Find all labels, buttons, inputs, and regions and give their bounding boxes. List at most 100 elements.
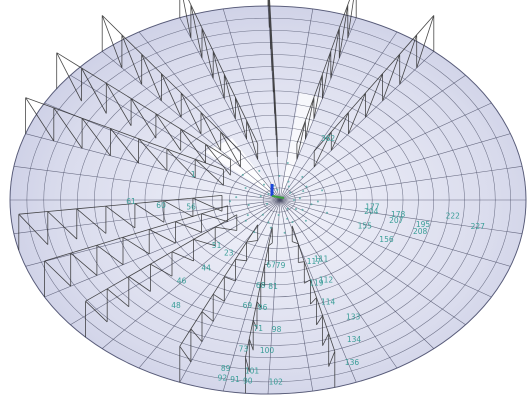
- node-label: 100: [260, 346, 275, 355]
- radial-member: [279, 17, 357, 201]
- node-marker: [267, 193, 270, 195]
- node-marker: [246, 214, 249, 217]
- node-label: 90: [243, 376, 253, 385]
- frame-member: [18, 195, 223, 251]
- node-marker: [276, 188, 279, 191]
- frame-member: [179, 224, 259, 383]
- radial-member: [101, 199, 281, 349]
- node-label: 23: [224, 249, 234, 258]
- frame-member: [44, 205, 229, 297]
- node-label: 204: [364, 207, 379, 216]
- node-marker: [263, 183, 265, 186]
- radial-member: [279, 199, 492, 298]
- node-label: 67: [266, 261, 276, 270]
- radial-member: [222, 199, 281, 392]
- node-label: 89: [221, 364, 231, 373]
- node-marker: [301, 208, 304, 211]
- node-marker: [278, 175, 281, 177]
- radial-member: [279, 199, 314, 392]
- frame-member: [179, 0, 259, 160]
- node-label: 91: [230, 375, 240, 384]
- radial-member: [279, 199, 398, 369]
- node-label: 68: [256, 281, 266, 290]
- node-label: 155: [358, 222, 373, 231]
- node-label: 96: [258, 303, 268, 312]
- node-label: 227: [471, 222, 486, 231]
- node-marker: [310, 203, 313, 206]
- node-label: 111: [314, 255, 329, 264]
- node-label: 156: [379, 235, 394, 244]
- node-marker: [301, 175, 304, 178]
- node-label: 177: [365, 202, 380, 211]
- node-label: 69: [243, 301, 253, 310]
- radial-member: [279, 31, 398, 201]
- node-label: 48: [171, 301, 181, 310]
- radial-member: [279, 102, 492, 201]
- radial-member: [138, 199, 281, 369]
- node-label: 362: [321, 134, 336, 143]
- frame-member: [101, 15, 241, 168]
- frame-member: [267, 0, 278, 157]
- radial-member: [279, 8, 314, 201]
- node-marker: [235, 196, 238, 199]
- coordinate-axis-triad: [270, 184, 285, 199]
- node-marker: [298, 197, 301, 200]
- radial-member: [279, 166, 523, 201]
- radial-member: [279, 51, 435, 201]
- radial-member: [279, 199, 435, 349]
- radial-member: [279, 199, 511, 267]
- node-marker: [321, 189, 324, 192]
- radial-member: [70, 75, 281, 201]
- node-label: 98: [272, 325, 282, 334]
- node-label: 51: [212, 241, 222, 250]
- radial-member: [13, 166, 281, 201]
- node-marker: [244, 187, 247, 189]
- frame-member: [85, 214, 238, 338]
- radial-member: [279, 199, 523, 234]
- node-marker: [266, 202, 268, 205]
- radial-member: [267, 199, 281, 395]
- node-label: 61: [126, 197, 136, 206]
- node-label: 73: [239, 344, 249, 353]
- node-marker: [277, 214, 280, 216]
- axis-y-icon: [271, 195, 285, 199]
- node-label: 56: [186, 202, 196, 211]
- node-label: 134: [347, 335, 362, 344]
- node-marker: [305, 185, 308, 188]
- node-label: 92: [218, 373, 228, 382]
- node-marker: [259, 195, 262, 198]
- radial-member: [179, 17, 281, 201]
- node-marker: [241, 173, 244, 176]
- radial-members: [10, 5, 526, 395]
- node-marker: [286, 162, 289, 164]
- frame-member: [56, 52, 231, 176]
- node-marker: [267, 221, 270, 224]
- node-label: 112: [319, 276, 334, 285]
- node-marker: [326, 211, 328, 214]
- radial-member: [279, 75, 466, 201]
- node-label: 71: [254, 324, 264, 333]
- node-marker: [291, 221, 294, 224]
- radial-member: [138, 31, 281, 201]
- radial-member: [101, 51, 281, 201]
- radial-member: [279, 199, 357, 383]
- radial-member: [279, 133, 511, 201]
- node-marker: [253, 231, 256, 234]
- node-label: 178: [391, 210, 406, 219]
- node-label: 114: [321, 298, 336, 307]
- radial-member: [13, 199, 281, 234]
- node-label: 222: [446, 211, 461, 220]
- frame-member: [245, 227, 273, 394]
- radial-member: [44, 199, 281, 298]
- node-label: 195: [416, 220, 431, 229]
- node-marker: [286, 217, 289, 220]
- frame-member: [296, 0, 357, 160]
- node-label: 207: [389, 216, 404, 225]
- node-label: 1: [191, 170, 196, 179]
- node-marker: [244, 219, 247, 222]
- node-marker: [258, 169, 261, 172]
- vertical-frames: [18, 0, 435, 394]
